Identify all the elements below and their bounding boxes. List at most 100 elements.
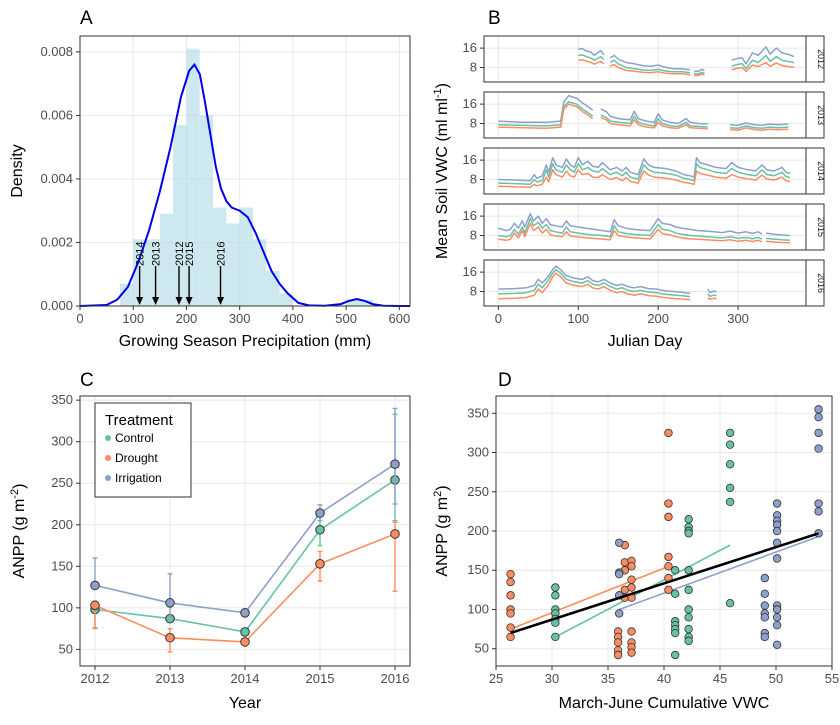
y-tick-label: 50: [475, 641, 489, 656]
panel-d: 25 30 35 40 45 50 55 50 100 150 200 250 300 350 Marc…: [432, 395, 839, 712]
scatter-point: [684, 636, 693, 646]
scatter-point: [664, 562, 673, 571]
facet-background: [484, 148, 806, 194]
x-tick-label: 2016: [381, 671, 410, 686]
vwc-line-control: [578, 54, 605, 61]
y-tick-label: 16: [463, 96, 477, 111]
scatter-point: [772, 605, 782, 614]
scatter-point: [551, 591, 560, 600]
scatter-point: [671, 650, 680, 660]
scatter-point: [627, 627, 636, 636]
scatter-point: [760, 613, 769, 622]
y-tick-label: 150: [467, 562, 489, 577]
y-tick-label: 200: [51, 517, 73, 532]
histogram-bar: [359, 299, 373, 306]
x-tick-label: 400: [282, 311, 304, 326]
vwc-line-drought: [694, 73, 705, 77]
panel-a-histogram: [119, 48, 373, 307]
scatter-point: [506, 623, 515, 632]
facet-background: [484, 260, 806, 306]
scatter-point: [684, 613, 693, 622]
panel-letter-b: B: [488, 8, 501, 29]
scatter-point: [671, 566, 680, 575]
x-tick-label: 0: [76, 311, 83, 326]
x-tick-label: 40: [657, 671, 671, 686]
scatter-point: [671, 589, 680, 598]
x-tick-label: 25: [489, 671, 503, 686]
histogram-bar: [186, 48, 200, 307]
panel-c-y-ticks: 50 100 150 200 250 300 350: [51, 392, 80, 656]
facet-strip: [805, 147, 825, 195]
histogram-bar: [119, 283, 134, 306]
legend-swatch-control: [105, 435, 111, 441]
vwc-line-irrigation: [498, 156, 791, 182]
scatter-point: [814, 412, 823, 422]
x-tick-label: 300: [229, 311, 251, 326]
scatter-point: [506, 591, 515, 600]
x-tick-label: 100: [122, 311, 144, 326]
panel-b-x-ticks: 0 100 200 300: [495, 306, 749, 326]
scatter-point: [814, 405, 823, 414]
y-tick-label: 250: [467, 484, 489, 499]
legend-label: Drought: [115, 451, 158, 465]
fit-line-drought: [510, 565, 669, 630]
fit-line-irrigation: [618, 535, 819, 611]
y-tick-label: 8: [470, 227, 477, 242]
legend-label: Irrigation: [115, 471, 162, 485]
panel-d-points: [506, 405, 823, 660]
annotation-label: 2012: [174, 242, 186, 266]
vwc-line-control: [609, 59, 691, 74]
y-tick-label: 0.002: [40, 234, 73, 249]
panel-d-y-ticks: 50 100 150 200 250 300 350: [467, 405, 496, 656]
vwc-line-drought: [498, 222, 763, 243]
x-tick-label: 600: [389, 311, 411, 326]
y-tick-label: 350: [51, 392, 73, 407]
vwc-line-irrigation: [730, 122, 789, 127]
panel-d-grid: [495, 396, 833, 666]
data-point: [315, 524, 325, 535]
x-tick-label: 200: [647, 311, 669, 326]
vwc-line-control: [707, 293, 717, 298]
x-tick-label: 2014: [231, 671, 260, 686]
scatter-point: [814, 499, 823, 508]
vwc-line-control: [694, 71, 705, 75]
scatter-point: [664, 512, 673, 522]
scatter-point: [627, 648, 636, 657]
panel-c-x-ticks: 2012 2013 2014 2015 2016: [81, 666, 410, 686]
data-point: [165, 598, 175, 608]
facet-strip: [805, 35, 825, 83]
scatter-point: [506, 609, 515, 618]
panel-c-series: [90, 407, 400, 653]
scatter-point: [760, 632, 769, 642]
y-tick-label: 8: [470, 171, 477, 186]
histogram-bar: [159, 213, 174, 306]
scatter-point: [760, 589, 769, 598]
scatter-point: [551, 632, 560, 642]
x-tick-label: 2013: [156, 671, 185, 686]
histogram-bar: [199, 115, 214, 306]
vwc-line-drought: [731, 61, 795, 73]
data-point: [315, 559, 325, 569]
series-irrigation: [90, 407, 400, 618]
vwc-line-drought: [578, 58, 605, 65]
vwc-line-irrigation: [694, 68, 705, 73]
scatter-point: [627, 583, 636, 592]
y-tick-label: 100: [51, 600, 73, 615]
panel-c: 2012 2013 2014 2015 2016 50 100 150 200 250 300 35…: [9, 392, 411, 712]
scatter-point: [684, 624, 693, 634]
vwc-line-irrigation: [600, 108, 708, 125]
scatter-point: [725, 497, 735, 507]
data-point: [240, 608, 250, 618]
y-tick-label: 16: [463, 40, 477, 55]
scatter-point: [506, 577, 515, 587]
y-tick-label: 250: [51, 475, 73, 490]
annotation-arrow-head: [217, 297, 225, 305]
legend-box: [94, 402, 192, 498]
scatter-irrigation: [615, 405, 823, 650]
data-point: [315, 508, 325, 518]
x-tick-label: 30: [545, 671, 559, 686]
vwc-line-drought: [498, 272, 691, 301]
vwc-line-control: [498, 162, 791, 186]
y-tick-label: 8: [470, 115, 477, 130]
